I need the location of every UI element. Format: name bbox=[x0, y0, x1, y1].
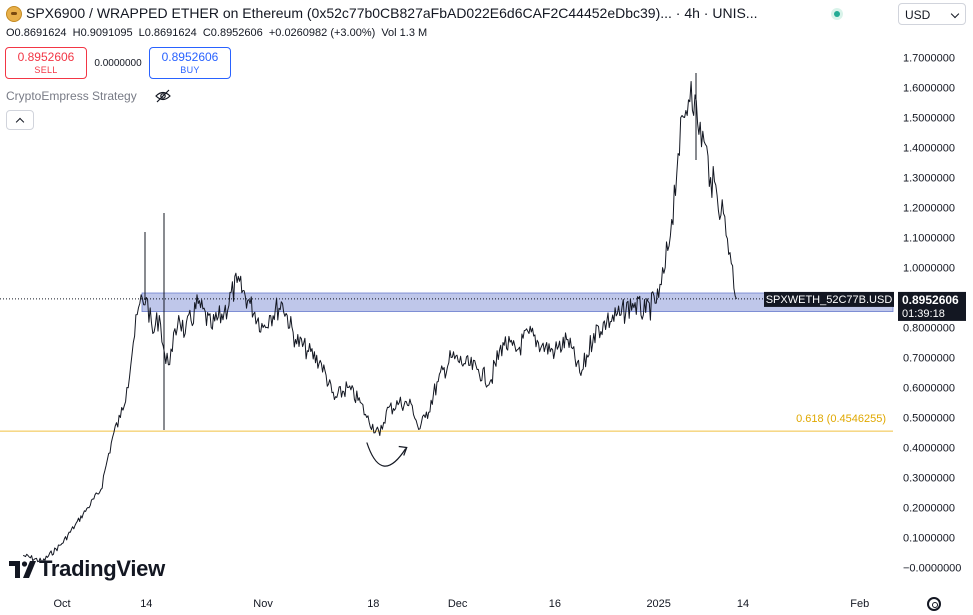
y-tick-label: 0.6000000 bbox=[903, 383, 955, 395]
x-tick-label: Dec bbox=[448, 598, 468, 610]
y-tick-label: 1.4000000 bbox=[903, 143, 955, 155]
bar-countdown: 01:39:18 bbox=[902, 308, 945, 320]
last-price-badge bbox=[898, 291, 966, 321]
x-tick-label: 14 bbox=[737, 598, 749, 610]
x-tick-label: Feb bbox=[850, 598, 869, 610]
spread-value: 0.0000000 bbox=[94, 58, 142, 69]
gear-icon[interactable] bbox=[927, 597, 941, 611]
x-tick-label: 18 bbox=[367, 598, 379, 610]
tradingview-mark-icon bbox=[9, 561, 36, 578]
y-tick-label: 1.6000000 bbox=[903, 83, 955, 95]
y-tick-label: 1.2000000 bbox=[903, 203, 955, 215]
ohlc-low: L0.8691624 bbox=[138, 27, 197, 39]
curved-arrow[interactable] bbox=[366, 442, 407, 467]
x-tick-label: 2025 bbox=[646, 598, 670, 610]
market-status-icon[interactable] bbox=[831, 8, 843, 20]
ohlc-high: H0.9091095 bbox=[72, 27, 133, 39]
symbol-title[interactable]: SPX6900 / WRAPPED ETHER on Ethereum (0x5… bbox=[26, 5, 758, 21]
price-series-line[interactable] bbox=[22, 81, 737, 563]
y-tick-label: 0.2000000 bbox=[903, 503, 955, 515]
y-tick-label: 1.5000000 bbox=[903, 113, 955, 125]
buy-button[interactable]: 0.8952606 BUY bbox=[149, 47, 231, 79]
sell-label: SELL bbox=[34, 65, 58, 75]
last-price-value: 0.8952606 bbox=[902, 293, 959, 307]
ohlc-volume: Vol 1.3 M bbox=[381, 27, 428, 39]
fib-level-label: 0.618 (0.4546255) bbox=[796, 413, 886, 425]
buy-label: BUY bbox=[180, 65, 200, 75]
sell-button[interactable]: 0.8952606 SELL bbox=[5, 47, 87, 79]
y-tick-label: 0.1000000 bbox=[903, 533, 955, 545]
symbol-logo-icon[interactable] bbox=[6, 6, 22, 22]
y-tick-label: 0.7000000 bbox=[903, 353, 955, 365]
ohlc-close: C0.8952606 bbox=[202, 27, 263, 39]
x-tick-label: Oct bbox=[53, 598, 70, 610]
symbol-label-bg bbox=[764, 291, 894, 307]
y-tick-label: 0.8000000 bbox=[903, 323, 955, 335]
symbol-label: SPXWETH_52C77B.USD bbox=[766, 294, 893, 306]
collapse-legend-button[interactable] bbox=[6, 110, 34, 130]
ohlc-change: +0.0260982 (+3.00%) bbox=[268, 27, 376, 39]
arrow-head-icon bbox=[398, 445, 408, 456]
ohlc-open: O0.8691624 bbox=[6, 27, 67, 39]
x-tick-label: 16 bbox=[549, 598, 561, 610]
y-tick-label: 0.5000000 bbox=[903, 413, 955, 425]
currency-value: USD bbox=[905, 8, 931, 22]
eye-hidden-icon[interactable] bbox=[155, 89, 171, 103]
y-tick-label: 0.3000000 bbox=[903, 473, 955, 485]
ohlc-legend: O0.8691624 H0.9091095 L0.8691624 C0.8952… bbox=[6, 27, 430, 39]
indicator-name[interactable]: CryptoEmpress Strategy bbox=[6, 89, 137, 103]
x-tick-label: Nov bbox=[253, 598, 273, 610]
y-tick-label: 1.3000000 bbox=[903, 173, 955, 185]
y-tick-label: −0.0000000 bbox=[903, 563, 961, 575]
y-tick-label: 0.4000000 bbox=[903, 443, 955, 455]
brand-name: TradingView bbox=[39, 556, 165, 581]
x-tick-label: 14 bbox=[140, 598, 152, 610]
currency-select[interactable]: USD bbox=[898, 3, 966, 25]
y-tick-label: 1.1000000 bbox=[903, 233, 955, 245]
y-tick-label: 1.0000000 bbox=[903, 263, 955, 275]
chart-header: SPX6900 / WRAPPED ETHER on Ethereum (0x5… bbox=[0, 0, 973, 28]
y-tick-label: 1.7000000 bbox=[903, 53, 955, 65]
buy-price: 0.8952606 bbox=[161, 50, 219, 64]
sell-price: 0.8952606 bbox=[17, 50, 75, 64]
